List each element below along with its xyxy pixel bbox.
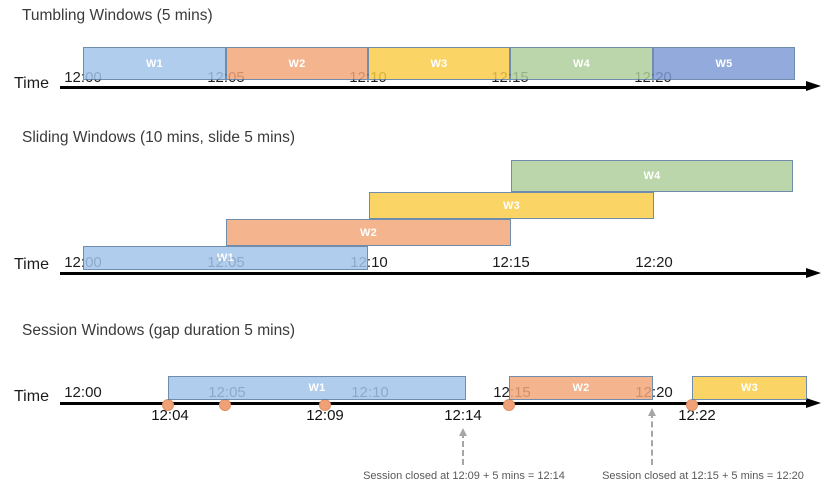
tumbling-time-axis-label: Time — [14, 75, 49, 92]
tumbling-window-w1: W1 — [83, 47, 226, 80]
event-dot — [219, 399, 231, 411]
session-closed-arrow-icon — [648, 408, 656, 465]
session-timeline-axis — [60, 402, 810, 405]
tumbling-title: Tumbling Windows (5 mins) — [22, 7, 213, 24]
tick-label: 12:15 — [492, 254, 530, 271]
window-label: W3 — [740, 382, 759, 394]
tumbling-window-w4: W4 — [510, 47, 653, 80]
window-label: W1 — [145, 58, 164, 70]
tumbling-timeline-arrowhead-icon — [806, 81, 821, 91]
event-time-label: 12:09 — [306, 407, 344, 424]
window-label: W3 — [430, 58, 448, 70]
sliding-time-axis-label: Time — [14, 256, 49, 273]
window-label: W2 — [359, 226, 378, 239]
event-time-label: 12:04 — [151, 407, 189, 424]
sliding-window-w4: W4 — [511, 160, 793, 192]
event-dot — [162, 399, 174, 411]
sliding-window-w2: W2 — [226, 219, 511, 246]
window-label: W2 — [288, 58, 306, 70]
session-closed-note: Session closed at 12:09 + 5 mins = 12:14 — [363, 470, 565, 482]
session-timeline-arrowhead-icon — [806, 398, 821, 408]
tumbling-window-w5: W5 — [653, 47, 795, 80]
session-closed-note: Session closed at 12:15 + 5 mins = 12:20 — [602, 470, 804, 482]
window-label: W2 — [572, 382, 590, 394]
tick-label: 12:20 — [635, 254, 673, 271]
session-closed-arrow-icon — [459, 428, 467, 465]
window-label: W3 — [502, 199, 521, 212]
window-label: W1 — [308, 382, 326, 394]
window-label: W4 — [572, 58, 591, 70]
event-dot — [319, 399, 331, 411]
window-label: W4 — [643, 170, 661, 182]
window-label: W5 — [715, 58, 733, 70]
tick-label: 12:00 — [64, 384, 102, 401]
sliding-timeline-arrowhead-icon — [806, 268, 821, 278]
event-dot — [686, 399, 698, 411]
event-dot — [503, 399, 515, 411]
session-close-time-label: 12:14 — [444, 407, 482, 424]
event-time-label: 12:22 — [678, 407, 716, 424]
window-label: W1 — [216, 252, 235, 264]
tumbling-window-w3: W3 — [368, 47, 510, 80]
session-window-w1: W1 — [168, 376, 466, 400]
session-window-w2: W2 — [509, 376, 653, 400]
session-window-w3: W3 — [692, 376, 807, 400]
tumbling-window-w2: W2 — [226, 47, 368, 80]
sliding-window-w3: W3 — [369, 192, 654, 219]
sliding-title: Sliding Windows (10 mins, slide 5 mins) — [22, 129, 296, 146]
session-title: Session Windows (gap duration 5 mins) — [22, 322, 296, 339]
sliding-window-w1: W1 — [83, 246, 368, 270]
session-time-axis-label: Time — [14, 388, 49, 405]
sliding-timeline-axis — [60, 272, 810, 275]
tumbling-timeline-axis — [60, 86, 810, 89]
